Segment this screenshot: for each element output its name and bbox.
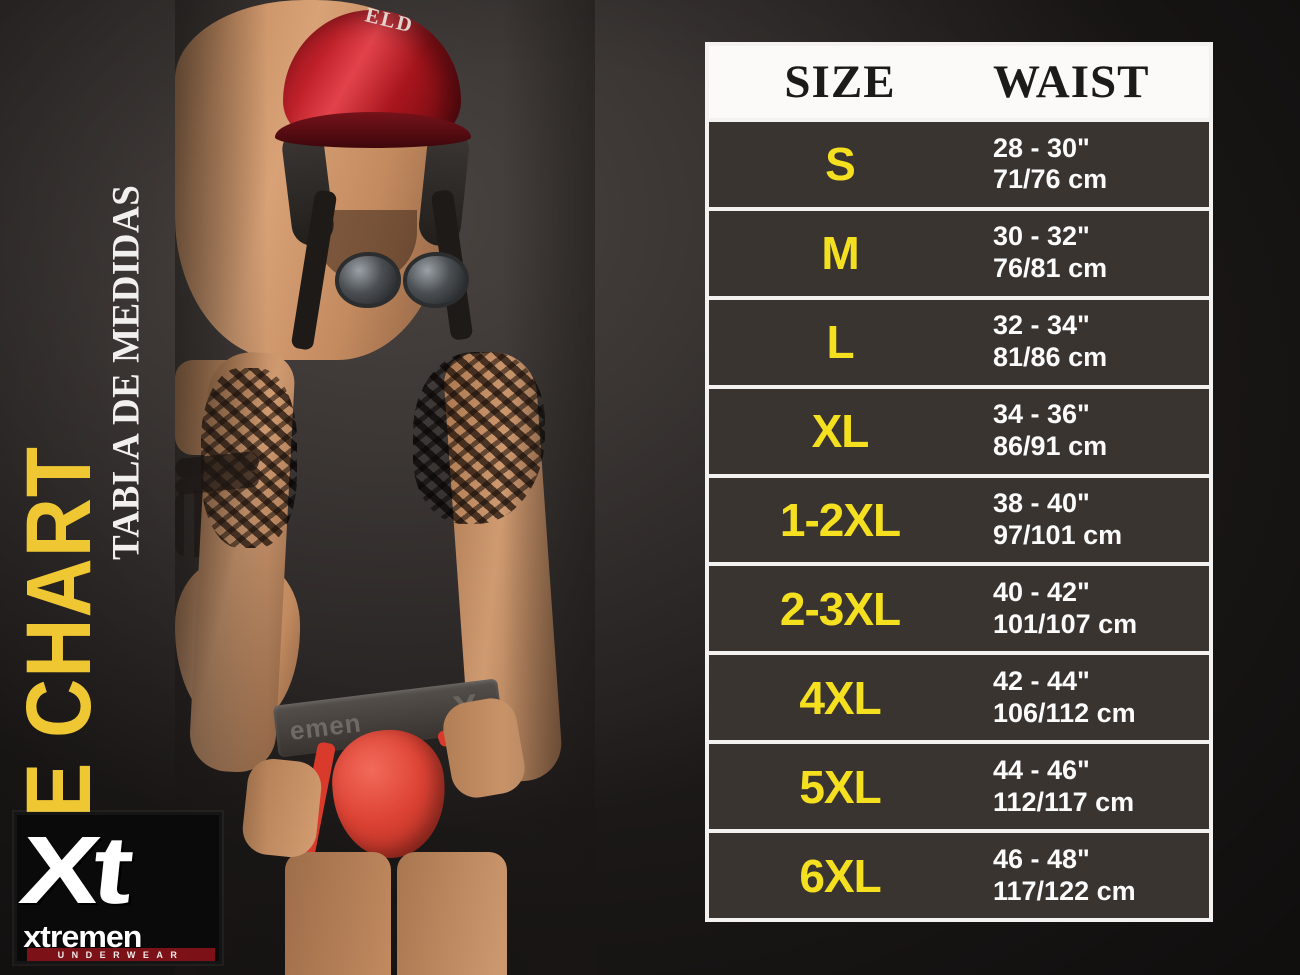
- waist-centimeters: 117/122 cm: [993, 875, 1136, 906]
- cell-size: L: [826, 316, 854, 369]
- waist-inches: 42 - 44": [993, 665, 1090, 696]
- waist-centimeters: 97/101 cm: [993, 520, 1123, 550]
- table-header-row: SIZE WAIST: [709, 46, 1209, 118]
- logo-monogram: Xt: [14, 817, 132, 924]
- model-right-leg: [397, 852, 507, 975]
- waist-inches: 32 - 34": [993, 310, 1090, 341]
- logo-tagline-bar: UNDERWEAR: [27, 948, 215, 961]
- waist-inches: 28 - 30": [993, 132, 1090, 163]
- goggle-lens-left: [335, 252, 401, 308]
- table-body: S 28 - 30" 71/76 cm M 30 - 32" 76/81 cm L 32 - …: [709, 118, 1209, 919]
- aviator-goggles: [335, 248, 475, 310]
- table-row: 1-2XL 38 - 40" 97/101 cm: [709, 477, 1209, 563]
- waist-inches: 46 - 48": [993, 843, 1090, 874]
- cell-size: 6XL: [799, 849, 881, 902]
- table-row: 6XL 46 - 48" 117/122 cm: [709, 833, 1209, 919]
- column-header-waist: WAIST: [993, 56, 1150, 108]
- cell-waist: 40 - 42" 101/107 cm: [971, 577, 1209, 641]
- table-row: M 30 - 32" 76/81 cm: [709, 210, 1209, 296]
- model-left-leg: [285, 852, 391, 975]
- cell-waist: 30 - 32" 76/81 cm: [971, 221, 1209, 285]
- cell-waist: 42 - 44" 106/112 cm: [971, 666, 1209, 730]
- table-row: 4XL 42 - 44" 106/112 cm: [709, 655, 1209, 741]
- goggle-lens-right: [403, 252, 469, 308]
- cell-waist: 38 - 40" 97/101 cm: [971, 488, 1209, 552]
- table-row: 5XL 44 - 46" 112/117 cm: [709, 744, 1209, 830]
- table-row: 2-3XL 40 - 42" 101/107 cm: [709, 566, 1209, 652]
- cell-size: M: [821, 227, 859, 280]
- waist-centimeters: 71/76 cm: [993, 164, 1108, 195]
- cell-waist: 44 - 46" 112/117 cm: [971, 755, 1209, 819]
- waist-inches: 30 - 32": [993, 221, 1090, 252]
- waist-inches: 40 - 42": [993, 577, 1090, 608]
- waist-inches: 44 - 46": [993, 754, 1090, 785]
- table-row: L 32 - 34" 81/86 cm: [709, 299, 1209, 385]
- waist-centimeters: 81/86 cm: [993, 342, 1108, 373]
- column-header-size: SIZE: [784, 56, 896, 108]
- cell-size: XL: [811, 405, 870, 458]
- cell-size: 4XL: [799, 671, 881, 724]
- red-jockstrap-pouch: [328, 726, 450, 862]
- cell-waist: 34 - 36" 86/91 cm: [971, 399, 1209, 463]
- waist-centimeters: 106/112 cm: [993, 697, 1136, 728]
- waist-inches: 34 - 36": [993, 399, 1090, 430]
- waist-centimeters: 101/107 cm: [993, 608, 1138, 639]
- page-subtitle: TABLA DE MEDIDAS: [104, 184, 148, 560]
- waist-centimeters: 86/91 cm: [993, 431, 1108, 462]
- brand-logo: Xt xtremen UNDERWEAR: [14, 812, 222, 964]
- cell-waist: 46 - 48" 117/122 cm: [971, 844, 1209, 908]
- logo-tagline: UNDERWEAR: [57, 950, 185, 960]
- cell-size: S: [825, 138, 856, 191]
- size-chart-table: SIZE WAIST S 28 - 30" 71/76 cm M 30 - 32" 76/…: [705, 42, 1213, 922]
- cell-waist: 32 - 34" 81/86 cm: [971, 310, 1209, 374]
- cell-waist: 28 - 30" 71/76 cm: [971, 133, 1209, 197]
- table-row: S 28 - 30" 71/76 cm: [709, 122, 1209, 207]
- waist-centimeters: 76/81 cm: [993, 253, 1108, 284]
- table-row: XL 34 - 36" 86/91 cm: [709, 388, 1209, 474]
- cell-size: 5XL: [799, 760, 881, 813]
- model-photo: ELD emen X: [174, 0, 595, 975]
- model-left-hand: [240, 756, 324, 860]
- cell-size: 1-2XL: [779, 494, 901, 546]
- waist-inches: 38 - 40": [993, 488, 1090, 519]
- cell-size: 2-3XL: [779, 582, 901, 635]
- waist-centimeters: 112/117 cm: [993, 786, 1135, 817]
